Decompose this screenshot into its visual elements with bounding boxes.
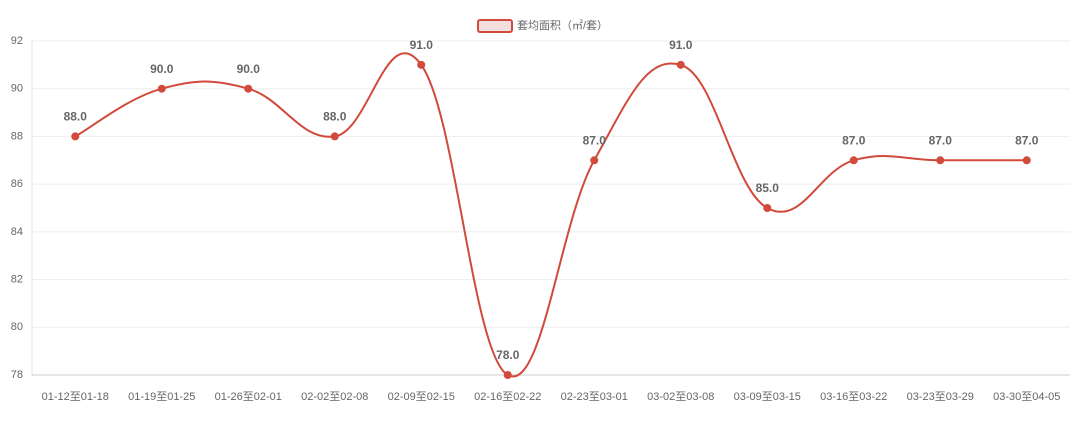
x-tick-label: 01-12至01-18 bbox=[42, 391, 109, 403]
point bbox=[590, 156, 599, 165]
x-tick-label: 01-19至01-25 bbox=[128, 391, 195, 403]
x-tick-label: 02-16至02-22 bbox=[474, 391, 541, 403]
data-label: 90.0 bbox=[237, 62, 261, 76]
x-tick-label: 02-09至02-15 bbox=[388, 391, 455, 403]
x-tick-label: 02-02至02-08 bbox=[301, 391, 368, 403]
data-label: 78.0 bbox=[496, 348, 520, 362]
data-label: 88.0 bbox=[64, 110, 88, 124]
data-label: 87.0 bbox=[842, 133, 866, 147]
legend-label: 套均面积（㎡/套） bbox=[517, 19, 608, 32]
x-tick-label: 01-26至02-01 bbox=[215, 391, 282, 403]
point bbox=[763, 204, 772, 212]
y-tick-label: 84 bbox=[11, 226, 23, 238]
legend-icon bbox=[477, 19, 513, 33]
data-label: 88.0 bbox=[323, 110, 347, 124]
x-tick-label: 02-23至03-01 bbox=[561, 391, 628, 403]
point bbox=[417, 60, 426, 69]
y-tick-label: 78 bbox=[11, 369, 23, 381]
x-tick-label: 03-16至03-22 bbox=[820, 391, 887, 403]
data-label: 87.0 bbox=[1015, 133, 1039, 147]
data-label: 91.0 bbox=[410, 38, 434, 52]
point bbox=[849, 156, 858, 165]
data-label: 90.0 bbox=[150, 62, 174, 76]
y-tick-label: 86 bbox=[11, 178, 23, 190]
point bbox=[330, 132, 339, 141]
y-tick-label: 92 bbox=[11, 35, 23, 47]
x-tick-label: 03-09至03-15 bbox=[734, 391, 801, 403]
point bbox=[676, 60, 685, 69]
point bbox=[157, 84, 166, 93]
y-tick-label: 88 bbox=[11, 130, 23, 142]
data-label: 87.0 bbox=[929, 133, 953, 147]
y-tick-label: 90 bbox=[11, 83, 23, 95]
point bbox=[1022, 156, 1031, 165]
line bbox=[74, 52, 1027, 378]
data-label: 87.0 bbox=[583, 133, 607, 147]
point bbox=[244, 84, 253, 93]
y-tick-label: 82 bbox=[11, 273, 23, 285]
point bbox=[503, 371, 512, 379]
point bbox=[71, 132, 80, 141]
x-tick-label: 03-23至03-29 bbox=[907, 391, 974, 403]
x-tick-label: 03-02至03-08 bbox=[647, 391, 714, 403]
data-label: 91.0 bbox=[669, 38, 693, 52]
data-label: 85.0 bbox=[756, 181, 780, 195]
x-tick-label: 03-30至04-05 bbox=[993, 391, 1060, 403]
y-tick-label: 80 bbox=[11, 321, 23, 333]
point bbox=[936, 156, 945, 165]
